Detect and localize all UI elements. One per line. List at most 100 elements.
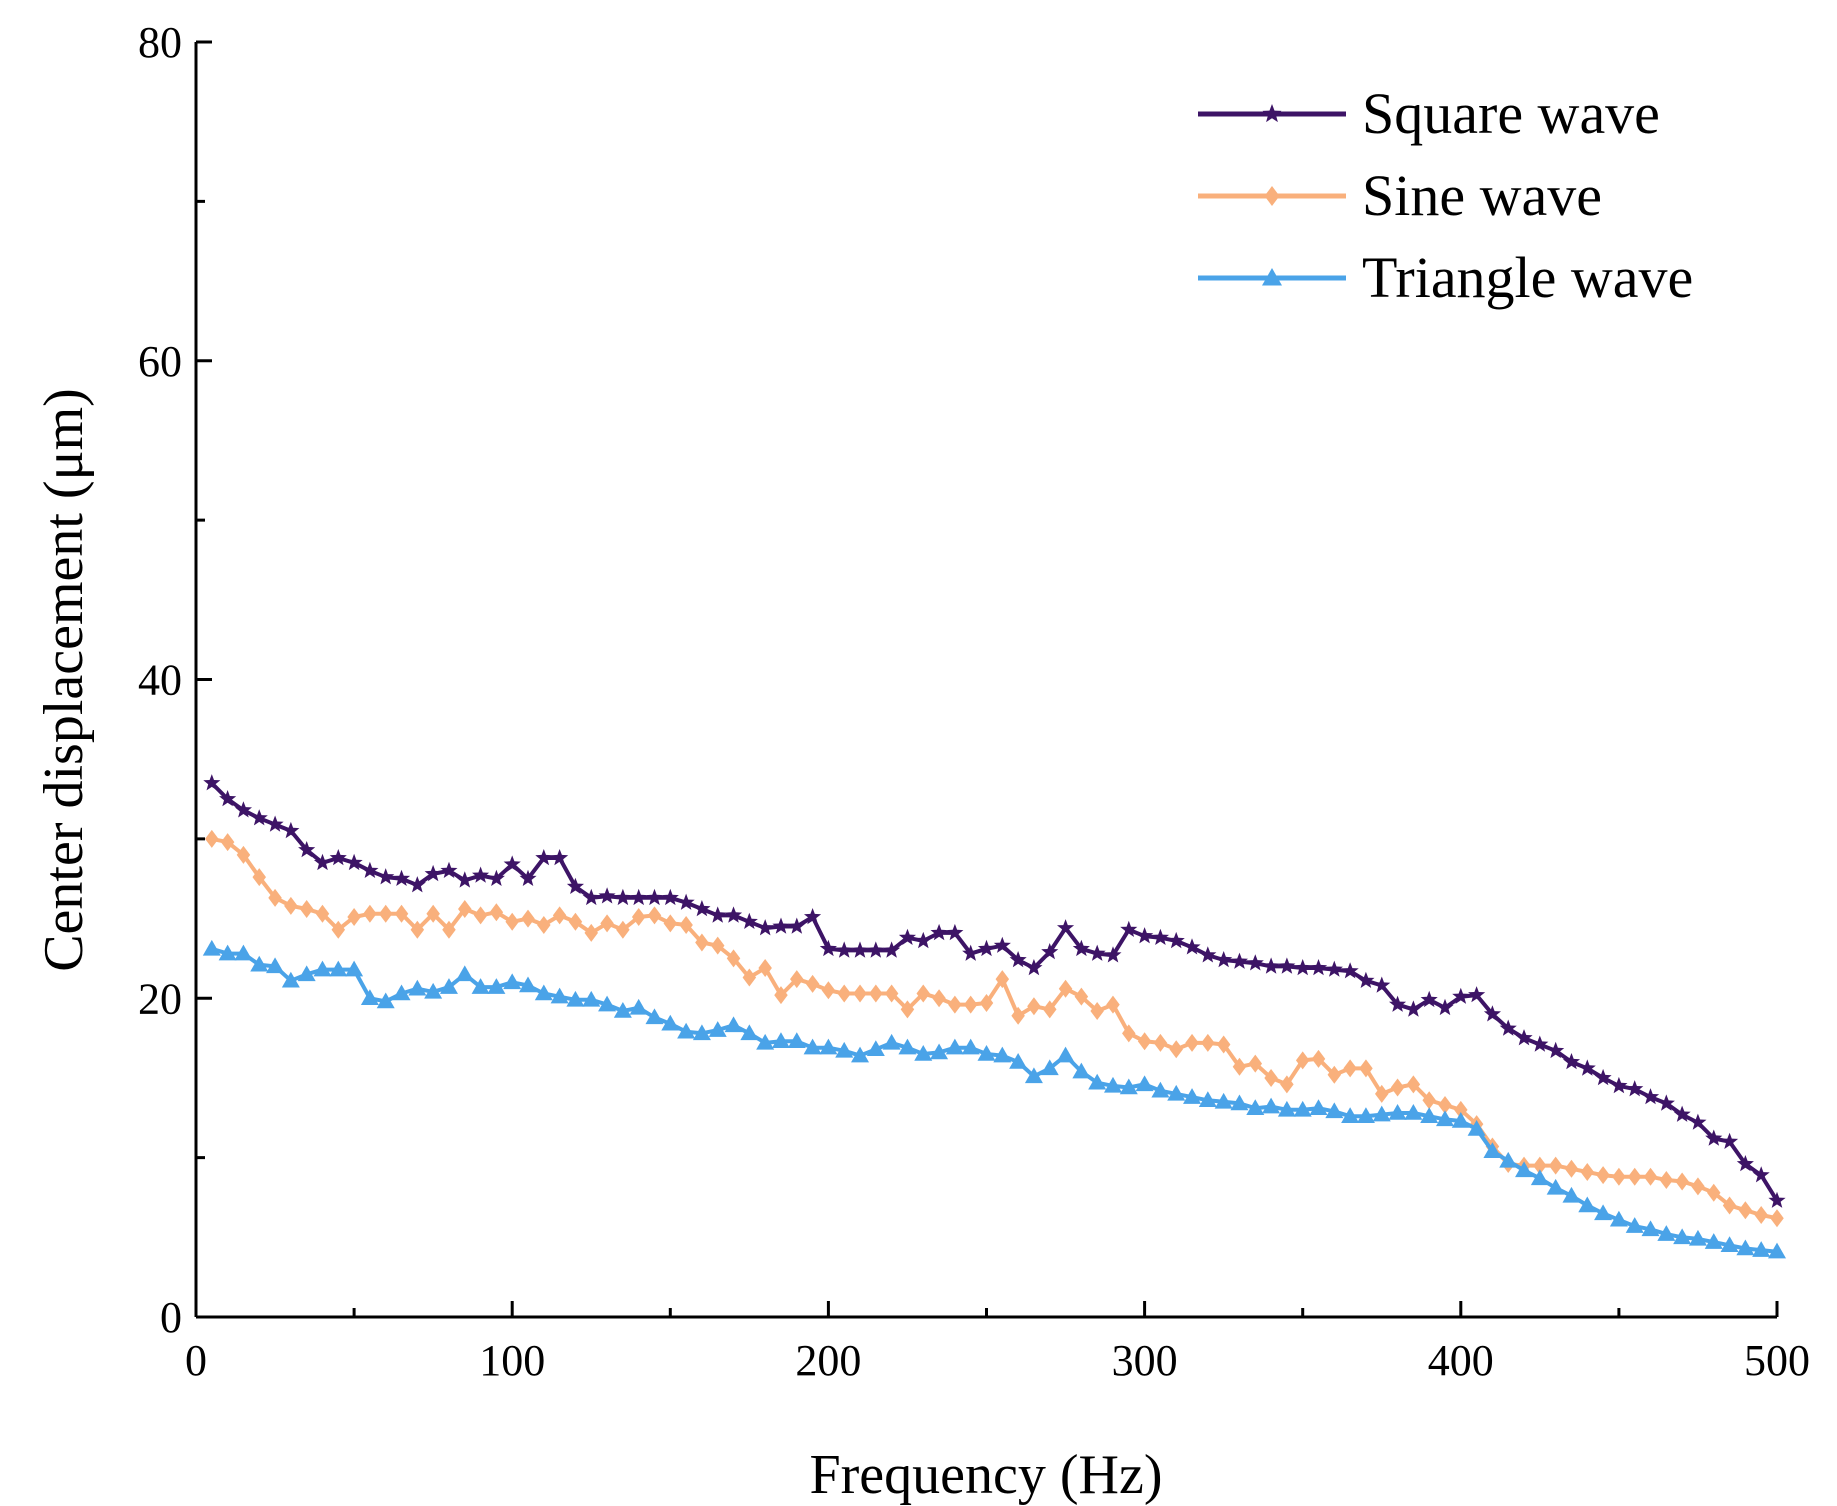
data-point	[1341, 962, 1359, 979]
data-point	[1375, 1084, 1389, 1103]
data-point	[995, 970, 1010, 989]
x-ticks: 0 100 200 300 400 500	[185, 1301, 1810, 1385]
data-point	[1295, 1051, 1310, 1070]
x-tick-label: 0	[185, 1336, 207, 1385]
data-point	[284, 896, 298, 915]
data-point	[930, 923, 948, 941]
data-point	[883, 941, 901, 958]
data-point	[1438, 1096, 1452, 1115]
y-tick-label: 60	[138, 337, 182, 386]
data-point	[298, 841, 316, 858]
data-point	[521, 909, 535, 928]
data-point	[1627, 1167, 1642, 1186]
data-point	[1248, 1054, 1263, 1073]
data-point	[1659, 1170, 1674, 1189]
data-point	[945, 1038, 964, 1055]
data-point	[550, 987, 569, 1004]
data-point	[426, 904, 440, 923]
data-point	[1530, 1169, 1549, 1186]
data-point	[1040, 1059, 1059, 1076]
data-point	[505, 912, 519, 931]
data-point	[566, 877, 584, 894]
data-point	[616, 920, 630, 939]
data-point	[631, 907, 646, 926]
series-square-wave	[203, 774, 1786, 1208]
data-point	[710, 936, 725, 955]
data-point	[1452, 987, 1470, 1004]
data-point	[347, 907, 361, 926]
data-point	[1752, 1241, 1771, 1257]
data-point	[1199, 946, 1217, 963]
data-point	[1373, 976, 1391, 993]
data-point	[345, 960, 364, 977]
x-tick-label: 400	[1428, 1336, 1494, 1385]
data-point	[898, 1038, 917, 1055]
y-ticks: 0 20 40 60 80	[138, 18, 212, 1342]
x-tick-label: 100	[479, 1336, 545, 1385]
data-point	[1106, 995, 1120, 1014]
data-point	[394, 904, 409, 923]
data-point	[234, 944, 253, 961]
data-point	[424, 864, 442, 882]
data-point	[1119, 1078, 1138, 1095]
x-tick-label: 500	[1744, 1336, 1810, 1385]
data-point	[408, 979, 427, 996]
data-point	[1738, 1201, 1753, 1220]
data-point	[582, 990, 601, 1007]
data-point	[1280, 1075, 1294, 1094]
data-point	[1406, 1075, 1421, 1094]
data-point	[756, 919, 774, 936]
data-point	[252, 868, 266, 887]
data-point	[1027, 997, 1041, 1016]
data-point	[930, 1043, 949, 1060]
data-point	[1214, 1092, 1233, 1109]
data-point	[1705, 1129, 1723, 1146]
data-point	[313, 960, 332, 977]
data-point	[867, 941, 885, 958]
data-point	[600, 914, 614, 933]
legend-label: Triangle wave	[1362, 245, 1693, 310]
data-point	[1533, 1156, 1547, 1175]
data-point	[630, 888, 648, 906]
data-point	[315, 904, 330, 923]
data-point	[726, 949, 741, 968]
data-point	[1024, 1067, 1043, 1084]
data-point	[1722, 1196, 1737, 1215]
data-point	[1215, 951, 1233, 968]
data-point	[1689, 1113, 1707, 1130]
y-tick-label: 0	[160, 1293, 182, 1342]
data-point	[1562, 1053, 1580, 1070]
data-point	[1343, 1059, 1357, 1078]
data-point	[1120, 920, 1138, 937]
data-point	[1643, 1167, 1658, 1186]
data-point	[329, 960, 348, 977]
data-point	[1610, 1076, 1628, 1094]
x-tick-label: 300	[1112, 1336, 1178, 1385]
data-point	[236, 845, 251, 864]
data-point	[661, 888, 679, 906]
data-point	[709, 906, 727, 923]
data-point	[1468, 986, 1486, 1003]
data-point	[1580, 1162, 1595, 1181]
data-point	[282, 821, 300, 839]
data-point	[1768, 1242, 1786, 1259]
y-tick-label: 20	[138, 974, 182, 1023]
data-point	[410, 920, 425, 939]
data-point	[1262, 1097, 1281, 1114]
data-point	[1626, 1080, 1644, 1097]
data-point	[598, 995, 617, 1012]
data-point	[268, 888, 282, 907]
data-point	[1011, 1006, 1025, 1025]
data-point	[819, 1038, 838, 1055]
data-point	[376, 992, 395, 1009]
data-point	[1612, 1167, 1626, 1186]
data-point	[1483, 1142, 1502, 1158]
data-point	[853, 984, 867, 1003]
data-point	[693, 900, 711, 917]
legend-item-sine-wave: Sine wave	[1198, 163, 1602, 228]
data-point	[220, 833, 235, 852]
data-point	[519, 976, 538, 993]
data-point	[724, 1016, 743, 1033]
y-tick-label: 80	[138, 18, 182, 67]
